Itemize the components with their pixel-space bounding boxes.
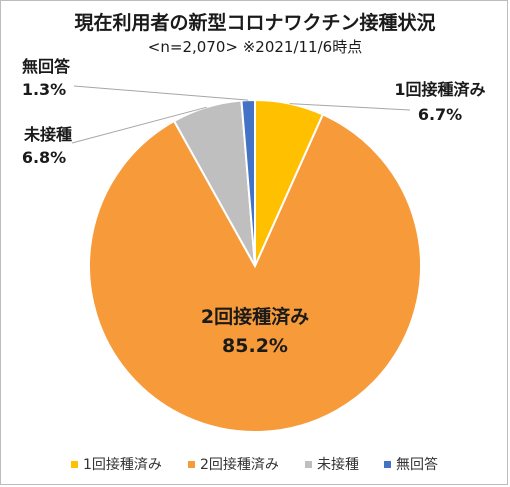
legend-swatch-3	[305, 461, 312, 468]
slice-label-category-2: 2回接種済み	[201, 305, 309, 328]
pie-slices	[88, 98, 422, 433]
legend-swatch-2	[188, 461, 195, 468]
legend-label-2: 2回接種済み	[200, 456, 279, 473]
pie-slice-2nd-dose	[88, 113, 422, 433]
leader-line-1	[289, 103, 411, 111]
leader-line-3	[71, 106, 207, 144]
legend-label-4: 無回答	[396, 456, 438, 473]
slice-label-value-1: 6.7%	[418, 105, 462, 124]
chart-subtitle: <n=2,070> ※2021/11/6時点	[148, 38, 362, 56]
leader-lines	[71, 85, 411, 144]
slice-label-value-4: 1.3%	[22, 80, 66, 99]
legend-swatch-1	[71, 461, 78, 468]
slice-label-category-3: 未接種	[23, 125, 72, 144]
legend-swatch-4	[384, 461, 391, 468]
legend-label-1: 1回接種済み	[83, 456, 162, 473]
chart-title: 現在利用者の新型コロナワクチン接種状況	[74, 11, 435, 34]
legend: 1回接種済み 2回接種済み 未接種 無回答	[71, 456, 438, 473]
leader-line-4	[73, 85, 249, 101]
slice-label-category-1: 1回接種済み	[394, 80, 485, 99]
slice-label-value-3: 6.8%	[22, 148, 66, 167]
slice-label-category-4: 無回答	[22, 57, 71, 76]
legend-label-3: 未接種	[317, 456, 359, 473]
slice-label-value-2: 85.2%	[222, 335, 288, 357]
pie-slice-no-answer	[240, 98, 256, 267]
